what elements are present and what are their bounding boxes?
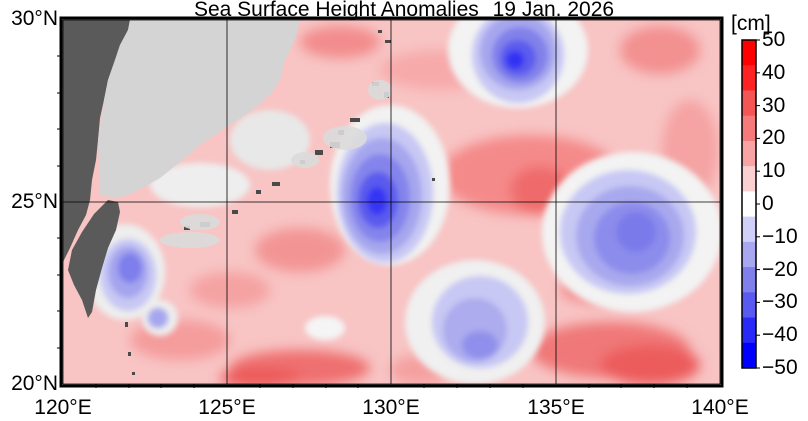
land-china-coast	[63, 20, 130, 262]
negative-eddy-east	[560, 170, 696, 294]
colorbar-unit: [cm]	[731, 12, 771, 35]
colorbar-segment	[742, 40, 756, 66]
colorbar-tick-label: −20	[762, 257, 798, 281]
colorbar-segment	[742, 65, 756, 91]
negative-eddy-taiwan	[100, 239, 168, 328]
island-shelf	[160, 80, 392, 248]
lon-label-120E: 120°E	[34, 396, 92, 419]
graticule	[62, 19, 721, 385]
colorbar-tick-label: 10	[762, 159, 786, 183]
colorbar-segment	[742, 90, 756, 117]
lat-label-30N: 30°N	[11, 7, 58, 30]
colorbar	[741, 39, 760, 369]
colorbar-segment	[742, 140, 756, 167]
colorbar-tick-label: −30	[762, 290, 798, 314]
lat-label-25N: 25°N	[11, 190, 58, 213]
colorbar-tick-label: 40	[762, 60, 786, 84]
title-main: Sea Surface Height Anomalies	[193, 0, 479, 21]
colorbar-segment	[742, 292, 756, 319]
frame-ticks	[57, 55, 688, 388]
colorbar-tick-label: −10	[762, 224, 798, 248]
lat-label-20N: 20°N	[11, 372, 58, 395]
map-frame	[59, 16, 724, 388]
colorbar-tick-label: 0	[762, 192, 774, 215]
colorbar-segment	[742, 317, 756, 344]
map-field	[63, 20, 720, 384]
chart-title: Sea Surface Height Anomalies 19 Jan. 202…	[0, 0, 808, 22]
colorbar-tick-label: −40	[762, 323, 798, 347]
negative-eddy-central	[337, 123, 433, 263]
colorbar-tick-label: 20	[762, 126, 786, 150]
negative-eddy-north	[472, 20, 564, 103]
land-mask-light	[98, 20, 300, 198]
land-taiwan	[68, 200, 120, 318]
colorbar-segment	[742, 342, 756, 369]
colorbar-segment	[742, 191, 756, 218]
colorbar-tick-label: 30	[762, 93, 786, 117]
colorbar-tick-label: 50	[762, 28, 786, 51]
negative-eddy-south	[432, 276, 528, 368]
colorbar-segment	[742, 216, 756, 243]
colorbar-segment	[742, 241, 756, 268]
lon-label-130E: 130°E	[362, 396, 420, 419]
colorbar-tick-label: −50	[762, 356, 798, 379]
colorbar-segment	[742, 166, 756, 192]
lon-label-125E: 125°E	[198, 396, 256, 419]
lon-label-135E: 135°E	[527, 396, 585, 419]
colorbar-segment	[742, 115, 756, 142]
colorbar-segment	[742, 267, 756, 293]
title-date: 19 Jan. 2026	[492, 0, 615, 21]
lon-label-140E: 140°E	[691, 396, 749, 419]
